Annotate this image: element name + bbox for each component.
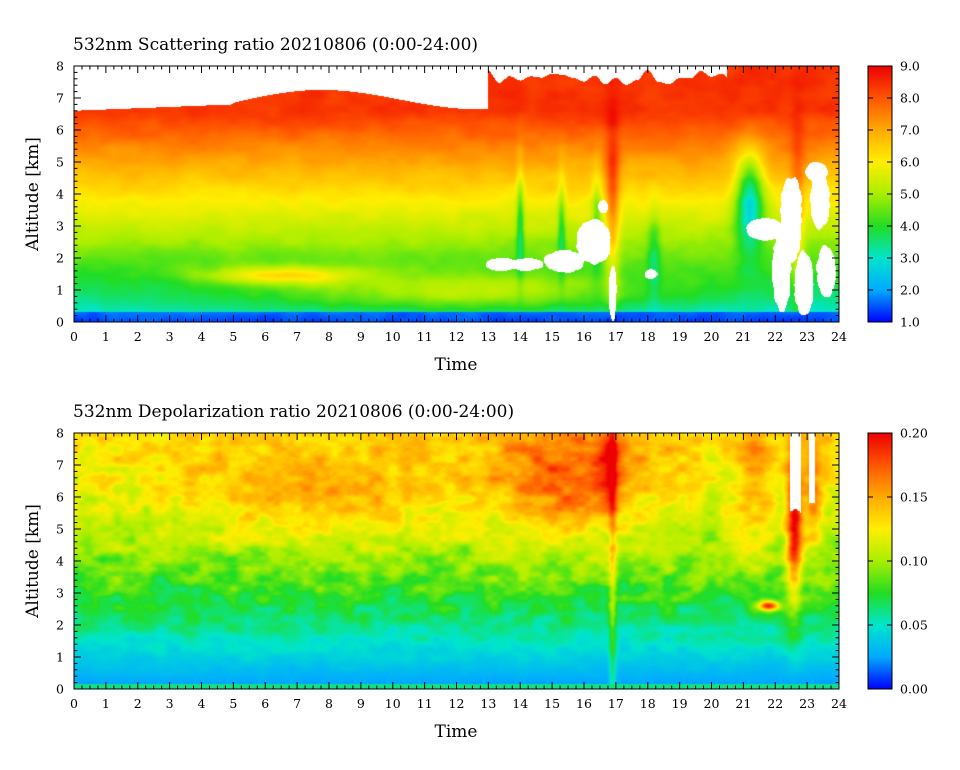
x-tick-label: 23 [799,329,815,344]
x-tick-label: 10 [385,696,401,711]
colorbar-tick-label: 4.0 [900,219,920,234]
colorbar-tick-label: 6.0 [900,155,920,170]
x-tick-label: 8 [325,329,333,344]
x-axis-label: Time [435,355,478,375]
y-tick-label: 1 [56,650,64,665]
x-tick-label: 4 [198,329,206,344]
chart-title: 532nm Scattering ratio 20210806 (0:00-24… [73,35,478,55]
colorbar-ticks: 1.0 2.0 3.0 4.0 5.0 6.0 7.0 8.0 9.0 [868,59,920,330]
x-tick-label: 14 [512,329,528,344]
colorbar-tick-label: 0.05 [900,618,928,633]
x-tick-label: 17 [608,696,624,711]
colorbar-tick-label: 9.0 [900,59,920,74]
x-tick-label: 15 [544,329,560,344]
x-ticks: 0 1 2 3 4 5 6 7 8 9 10 11 12 13 14 15 16 17 18 19 20 21 22 23 24 [70,433,847,711]
x-tick-label: 22 [767,329,783,344]
x-tick-label: 2 [134,329,142,344]
colorbar-tick-label: 1.0 [900,315,920,330]
y-tick-label: 8 [56,426,64,441]
x-tick-label: 20 [704,329,720,344]
y-tick-label: 6 [56,490,64,505]
y-tick-label: 3 [56,586,64,601]
x-tick-label: 13 [480,696,496,711]
x-tick-label: 9 [357,329,365,344]
x-tick-label: 24 [831,696,847,711]
x-tick-label: 13 [480,329,496,344]
x-tick-label: 11 [417,329,433,344]
y-tick-label: 7 [56,458,64,473]
x-tick-label: 14 [512,696,528,711]
y-tick-label: 5 [56,155,64,170]
x-tick-label: 24 [831,329,847,344]
x-tick-label: 0 [70,696,78,711]
x-tick-label: 6 [261,696,269,711]
x-tick-label: 3 [166,696,174,711]
depolarization-heatmap [74,433,839,689]
x-tick-label: 18 [640,329,656,344]
chart-title: 532nm Depolarization ratio 20210806 (0:0… [73,402,514,422]
scattering-heatmap [74,66,839,322]
x-tick-label: 10 [385,329,401,344]
y-tick-label: 0 [56,315,64,330]
x-tick-label: 2 [134,696,142,711]
colorbar-tick-label: 5.0 [900,187,920,202]
x-tick-label: 1 [102,329,110,344]
x-tick-label: 7 [293,329,301,344]
x-tick-label: 21 [735,696,751,711]
x-tick-label: 16 [576,329,592,344]
x-tick-label: 9 [357,696,365,711]
x-tick-label: 5 [229,696,237,711]
x-axis-label: Time [435,722,478,742]
scattering-ratio-panel: 532nm Scattering ratio 20210806 (0:00-24… [23,35,920,375]
x-tick-label: 8 [325,696,333,711]
colorbar-tick-label: 0.00 [900,682,928,697]
x-tick-label: 1 [102,696,110,711]
x-tick-label: 23 [799,696,815,711]
depolarization-ratio-panel: 532nm Depolarization ratio 20210806 (0:0… [23,402,928,742]
x-tick-label: 12 [449,696,465,711]
x-tick-label: 6 [261,329,269,344]
colorbar-tick-label: 0.15 [900,490,928,505]
y-tick-label: 4 [56,187,64,202]
x-tick-label: 20 [704,696,720,711]
y-tick-label: 3 [56,219,64,234]
colorbar-ticks: 0.00 0.05 0.10 0.15 0.20 [868,426,928,697]
y-tick-label: 4 [56,554,64,569]
colorbar-tick-label: 7.0 [900,123,920,138]
colorbar-tick-label: 0.20 [900,426,928,441]
x-tick-label: 19 [672,329,688,344]
y-ticks: 0 1 2 3 4 5 6 7 8 [56,59,839,330]
x-tick-label: 15 [544,696,560,711]
x-tick-label: 18 [640,696,656,711]
y-tick-label: 7 [56,91,64,106]
x-tick-label: 22 [767,696,783,711]
x-tick-label: 11 [417,696,433,711]
y-tick-label: 1 [56,283,64,298]
colorbar-tick-label: 0.10 [900,554,928,569]
x-tick-label: 0 [70,329,78,344]
x-tick-label: 19 [672,696,688,711]
x-ticks: 0 1 2 3 4 5 6 7 8 9 10 11 12 13 14 15 16 17 18 19 20 21 22 23 24 [70,66,847,344]
x-tick-label: 17 [608,329,624,344]
x-tick-label: 16 [576,696,592,711]
y-tick-label: 6 [56,123,64,138]
x-tick-label: 7 [293,696,301,711]
y-axis-label: Altitude [km] [23,504,43,619]
colorbar-tick-label: 2.0 [900,283,920,298]
y-tick-label: 8 [56,59,64,74]
y-axis-label: Altitude [km] [23,137,43,252]
y-tick-label: 0 [56,682,64,697]
x-tick-label: 21 [735,329,751,344]
colorbar-tick-label: 8.0 [900,91,920,106]
x-tick-label: 12 [449,329,465,344]
x-tick-label: 5 [229,329,237,344]
y-tick-label: 2 [56,251,64,266]
y-tick-label: 5 [56,522,64,537]
colorbar-tick-label: 3.0 [900,251,920,266]
x-tick-label: 4 [198,696,206,711]
y-ticks: 0 1 2 3 4 5 6 7 8 [56,426,839,697]
y-tick-label: 2 [56,618,64,633]
x-tick-label: 3 [166,329,174,344]
